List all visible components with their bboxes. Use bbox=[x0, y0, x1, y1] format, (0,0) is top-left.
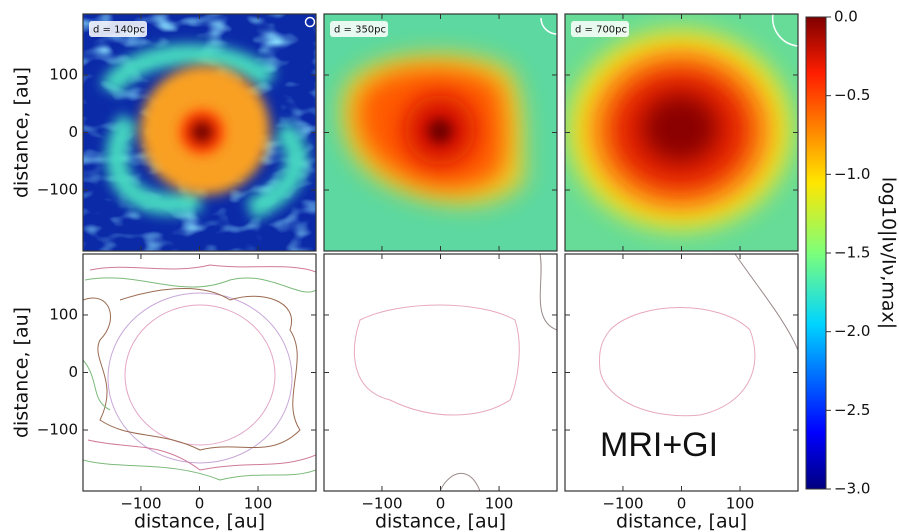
x-tick-label: −100 bbox=[120, 495, 161, 513]
x-tick-label: 100 bbox=[485, 495, 514, 513]
panel-label: d = 700pc bbox=[575, 25, 627, 36]
colorbar-tick-label: −2.5 bbox=[834, 401, 870, 419]
image-700pc bbox=[565, 14, 798, 251]
colorbar-tick-label: −2.0 bbox=[834, 322, 870, 340]
panel-label-box bbox=[89, 21, 147, 37]
colorbar-tick-label: −1.5 bbox=[834, 244, 870, 262]
y-tick-label: −100 bbox=[37, 421, 78, 439]
x-tick-label: 100 bbox=[244, 495, 273, 513]
y-axis-label: distance, [au] bbox=[11, 307, 33, 438]
y-axis-label: distance, [au] bbox=[11, 67, 33, 198]
x-axis-label: distance, [au] bbox=[616, 511, 747, 532]
panel-label-box bbox=[330, 21, 388, 37]
y-tick-label: 100 bbox=[49, 305, 78, 323]
y-tick-label: 0 bbox=[68, 363, 78, 381]
image-140pc bbox=[83, 14, 316, 251]
x-axis-label: distance, [au] bbox=[375, 511, 506, 532]
y-tick-label: 0 bbox=[68, 123, 78, 141]
contour bbox=[439, 253, 558, 492]
panel-frame bbox=[323, 253, 558, 492]
x-tick-label: −100 bbox=[602, 495, 643, 513]
panel-label-box bbox=[571, 21, 629, 37]
contour bbox=[599, 307, 756, 417]
colorbar-tick-label: −1.0 bbox=[834, 165, 870, 183]
panel-label: d = 350pc bbox=[334, 25, 386, 36]
x-tick-label: 0 bbox=[436, 495, 446, 513]
x-tick-label: 0 bbox=[195, 495, 205, 513]
panel-label: d = 140pc bbox=[93, 25, 145, 36]
contour bbox=[734, 253, 799, 351]
contour bbox=[354, 304, 520, 416]
colorbar-tick-label: −3.0 bbox=[834, 480, 870, 498]
y-tick-label: 100 bbox=[49, 65, 78, 83]
colorbar bbox=[805, 16, 827, 490]
colorbar-tick-label: −0.5 bbox=[834, 86, 870, 104]
contours-140pc bbox=[83, 264, 316, 481]
x-tick-label: −100 bbox=[361, 495, 402, 513]
colorbar-label: log10|Iν/Iν,max| bbox=[878, 177, 899, 329]
y-tick-label: −100 bbox=[37, 181, 78, 199]
annotation: MRI+GI bbox=[600, 426, 718, 464]
x-axis-label: distance, [au] bbox=[134, 511, 265, 532]
x-tick-label: 0 bbox=[677, 495, 687, 513]
image-350pc bbox=[324, 14, 557, 251]
x-tick-label: 100 bbox=[726, 495, 755, 513]
colorbar-tick-label: 0.0 bbox=[834, 8, 858, 26]
